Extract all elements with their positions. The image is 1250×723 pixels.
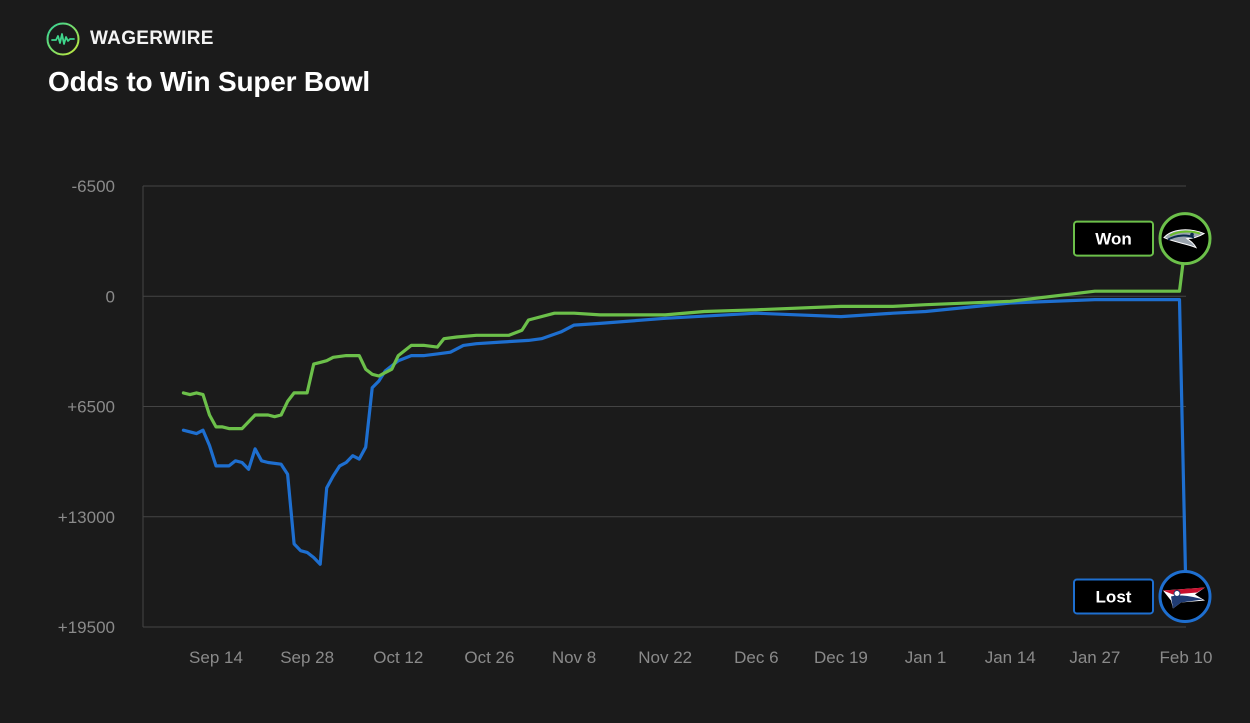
seahawks-green-stripe — [1169, 230, 1201, 237]
x-tick-label: Jan 1 — [905, 648, 947, 667]
brand: WAGERWIRE — [46, 22, 214, 56]
x-tick-label: Sep 28 — [280, 648, 334, 667]
result-label-seahawks: Won — [1095, 230, 1132, 249]
x-tick-label: Jan 27 — [1069, 648, 1120, 667]
y-tick-label: +6500 — [67, 398, 115, 417]
patriots-flag-red — [1163, 587, 1205, 595]
seahawks-logo-icon — [1163, 229, 1206, 249]
x-tick-label: Jan 14 — [985, 648, 1036, 667]
seahawks-eye — [1190, 232, 1194, 237]
pulse-wave-icon — [46, 22, 80, 56]
x-tick-label: Oct 12 — [373, 648, 423, 667]
x-tick-label: Oct 26 — [464, 648, 514, 667]
x-tick-label: Nov 22 — [638, 648, 692, 667]
y-axis-ticks: -6500 0 +6500 +13000 +19500 — [58, 177, 115, 637]
patriots-flag-blue — [1171, 595, 1203, 609]
page-title: Odds to Win Super Bowl — [48, 66, 371, 97]
seahawks-blue-stripe — [1167, 234, 1195, 241]
y-tick-label: 0 — [106, 287, 115, 306]
x-tick-label: Feb 10 — [1160, 648, 1213, 667]
series-line-patriots — [181, 298, 1188, 599]
patriots-logo-icon — [1163, 587, 1205, 609]
result-badge-seahawks — [1073, 220, 1154, 257]
result-badges: Won Lost — [1073, 212, 1212, 623]
y-tick-label: -6500 — [72, 177, 115, 196]
brand-name: WAGERWIRE — [90, 28, 214, 49]
result-label-patriots: Lost — [1096, 587, 1132, 606]
patriots-star — [1173, 589, 1181, 597]
x-tick-label: Sep 14 — [189, 648, 243, 667]
y-tick-label: +19500 — [58, 618, 115, 637]
x-tick-label: Dec 19 — [814, 648, 868, 667]
x-axis-ticks: Sep 14 Sep 28 Oct 12 Oct 26 Nov 8 Nov 22 Dec 6… — [189, 648, 1212, 667]
grid — [142, 185, 1186, 628]
x-tick-label: Nov 8 — [552, 648, 596, 667]
x-tick-label: Dec 6 — [734, 648, 778, 667]
y-tick-label: +13000 — [58, 508, 115, 527]
series-lines — [181, 237, 1188, 599]
series-line-seahawks — [181, 237, 1188, 431]
result-badge-patriots — [1073, 578, 1154, 615]
